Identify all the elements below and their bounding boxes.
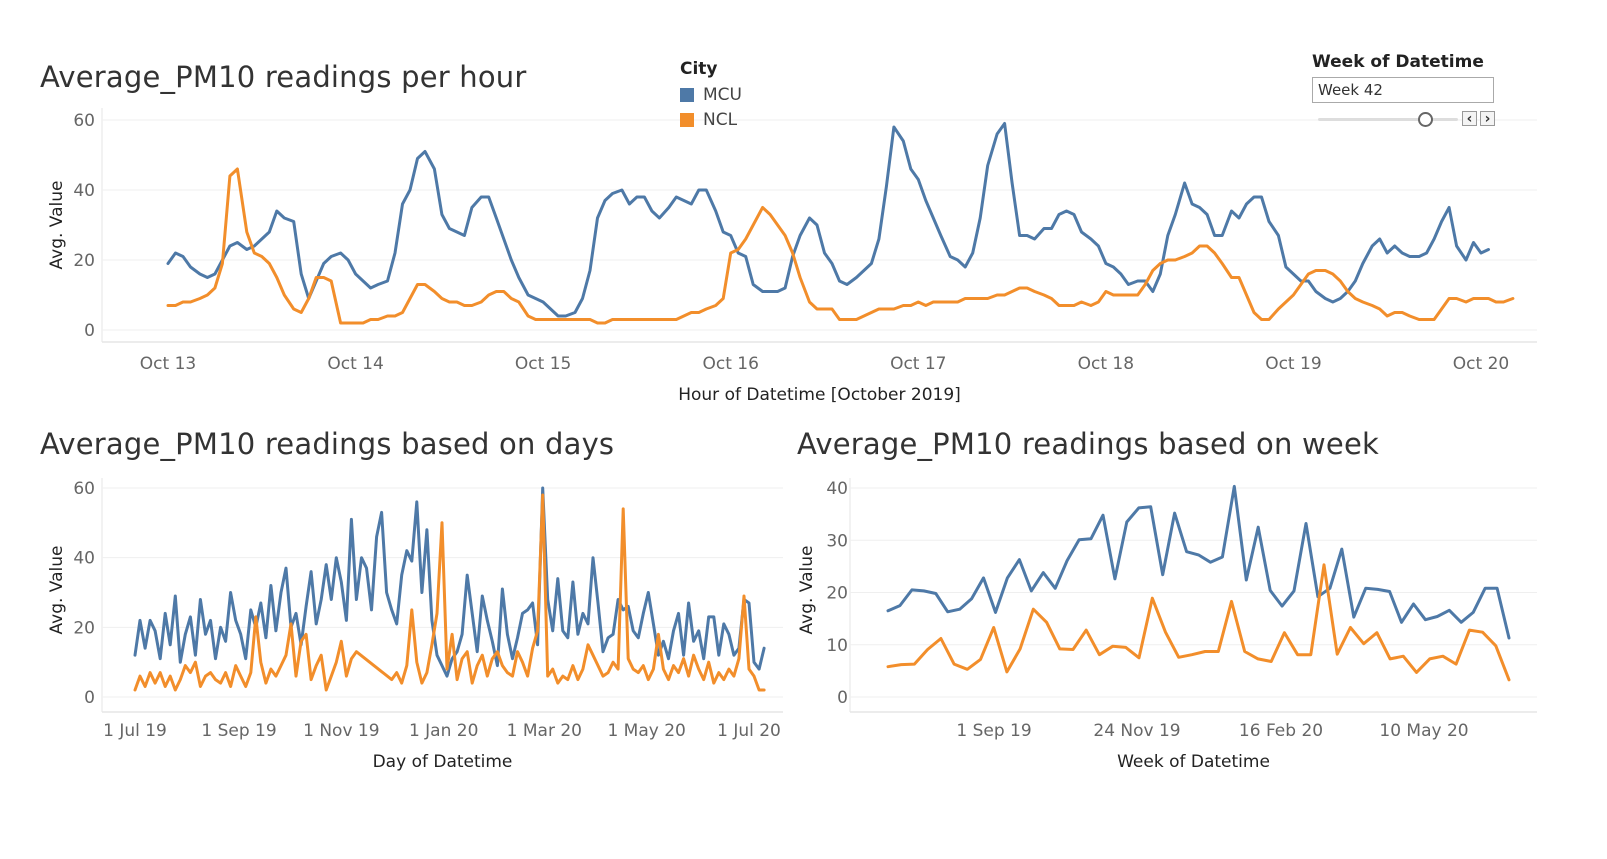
daily-y-axis-title: Avg. Value [47, 546, 67, 635]
hourly-x-tick-label: Oct 13 [140, 354, 196, 374]
hourly-x-tick-label: Oct 20 [1453, 354, 1509, 374]
hourly-x-tick-label: Oct 18 [1078, 354, 1134, 374]
daily-x-tick-label: 1 Sep 19 [201, 721, 276, 741]
daily-y-tick-label: 40 [73, 549, 95, 569]
legend-title: City [680, 59, 718, 79]
week-slider-handle[interactable] [1418, 112, 1433, 127]
daily-x-tick-label: 1 Jan 20 [409, 721, 478, 741]
weekly-y-tick-label: 40 [826, 479, 848, 499]
hourly-x-tick-label: Oct 19 [1265, 354, 1321, 374]
city-legend: City MCU NCL [680, 59, 742, 132]
daily-x-tick-label: 1 May 20 [607, 721, 685, 741]
daily-chart-title: Average_PM10 readings based on days [40, 427, 615, 461]
daily-x-tick-label: 1 Mar 20 [507, 721, 582, 741]
hourly-y-axis-title: Avg. Value [47, 181, 67, 270]
weekly-x-tick-label: 16 Feb 20 [1239, 721, 1323, 741]
weekly-y-tick-label: 30 [826, 531, 848, 551]
legend-label-ncl: NCL [703, 109, 738, 130]
legend-label-mcu: MCU [703, 84, 742, 105]
weekly-y-tick-label: 10 [826, 636, 848, 656]
weekly-series-mcu-line [886, 484, 1511, 640]
hourly-series-mcu-line [166, 122, 1490, 318]
daily-series-mcu-line [133, 486, 766, 678]
hourly-x-tick-label: Oct 14 [327, 354, 383, 374]
weekly-chart-title: Average_PM10 readings based on week [797, 427, 1379, 461]
hourly-y-tick-label: 20 [73, 251, 95, 271]
weekly-x-tick-label: 10 May 20 [1379, 721, 1468, 741]
daily-y-tick-label: 20 [73, 618, 95, 638]
hourly-x-axis-title: Hour of Datetime [October 2019] [678, 385, 961, 405]
hourly-chart-title: Average_PM10 readings per hour [40, 60, 527, 94]
chevron-right-icon: › [1484, 111, 1491, 127]
week-filter-title: Week of Datetime [1312, 52, 1484, 72]
hourly-x-tick-label: Oct 15 [515, 354, 571, 374]
daily-x-tick-label: 1 Jul 19 [103, 721, 167, 741]
weekly-x-axis-title: Week of Datetime [1117, 752, 1270, 772]
weekly-x-tick-label: 24 Nov 19 [1093, 721, 1180, 741]
legend-item-ncl[interactable]: NCL [680, 107, 742, 132]
hourly-y-tick-label: 40 [73, 181, 95, 201]
chevron-left-icon: ‹ [1466, 111, 1473, 127]
week-filter: Week of Datetime Week 42 ‹ › [1312, 52, 1502, 129]
daily-x-tick-label: 1 Jul 20 [717, 721, 781, 741]
daily-series-ncl-line [133, 493, 766, 692]
weekly-x-tick-label: 1 Sep 19 [956, 721, 1031, 741]
weekly-series-ncl-line [886, 563, 1511, 682]
legend-item-mcu[interactable]: MCU [680, 82, 742, 107]
mcu-swatch [680, 87, 694, 102]
weekly-y-axis-title: Avg. Value [797, 546, 817, 635]
week-slider[interactable]: ‹ › [1312, 109, 1502, 129]
daily-y-tick-label: 0 [84, 688, 95, 708]
hourly-x-tick-label: Oct 17 [890, 354, 946, 374]
daily-x-axis-title: Day of Datetime [373, 752, 513, 772]
week-slider-track[interactable] [1318, 118, 1458, 121]
weekly-y-tick-label: 0 [837, 688, 848, 708]
hourly-series-ncl-line [166, 167, 1515, 325]
daily-y-tick-label: 60 [73, 479, 95, 499]
weekly-y-tick-label: 20 [826, 584, 848, 604]
daily-x-tick-label: 1 Nov 19 [303, 721, 379, 741]
hourly-y-tick-label: 60 [73, 111, 95, 131]
previous-week-button[interactable]: ‹ [1462, 111, 1477, 126]
ncl-swatch [680, 112, 694, 127]
week-filter-input[interactable]: Week 42 [1312, 77, 1494, 103]
hourly-y-tick-label: 0 [84, 321, 95, 341]
next-week-button[interactable]: › [1480, 111, 1495, 126]
hourly-x-tick-label: Oct 16 [702, 354, 758, 374]
